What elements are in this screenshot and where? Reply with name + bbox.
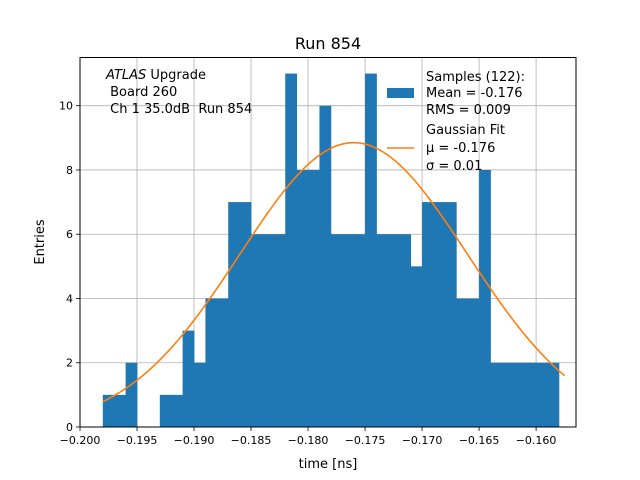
histogram-bar (422, 202, 434, 427)
histogram-bar (308, 169, 320, 427)
x-tick-label: −0.180 (288, 434, 329, 447)
histogram-bar (216, 298, 229, 427)
histogram-bar (114, 394, 127, 427)
annotation-line-1: ATLAS Upgrade (105, 68, 206, 83)
histogram-bar (262, 234, 275, 427)
legend-samples-line-2: Mean = -0.176 (426, 86, 522, 101)
legend-samples-line-1: Samples (122): (426, 70, 525, 85)
histogram-bar (467, 298, 480, 427)
histogram-bar (433, 202, 446, 427)
upgrade-label: Upgrade (146, 68, 206, 83)
y-tick-label: 8 (66, 164, 73, 177)
histogram-bar (125, 362, 138, 427)
histogram-bar (273, 234, 286, 427)
histogram-bar (285, 73, 298, 427)
histogram-bar (239, 202, 252, 427)
histogram-bar (102, 394, 115, 427)
histogram-bar (330, 234, 343, 427)
annotation-text: ATLAS Upgrade Board 260 Ch 1 35.0dB Run … (105, 68, 252, 117)
x-tick-label: −0.190 (174, 434, 215, 447)
plot-frame (79, 57, 577, 428)
legend-fit-line-3: σ = 0.01 (426, 159, 482, 174)
histogram-bar (456, 298, 469, 427)
y-tick-label: 2 (66, 357, 73, 370)
histogram-bar (479, 169, 491, 427)
histogram-bar (399, 234, 412, 427)
y-tick-label: 10 (59, 100, 73, 113)
legend-samples-line-3: RMS = 0.009 (426, 103, 511, 118)
y-tick-label: 6 (66, 228, 73, 241)
histogram-bar (296, 169, 309, 427)
histogram-bar (536, 362, 548, 427)
x-tick-label: −0.170 (402, 434, 443, 447)
histogram-bar (444, 202, 457, 427)
histogram-bar (205, 298, 218, 427)
legend-fit-line-1: Gaussian Fit (426, 123, 505, 138)
histogram-bar (547, 362, 560, 427)
histogram-bar (376, 234, 389, 427)
chart-title: Run 854 (295, 34, 361, 53)
x-tick-label: −0.200 (60, 434, 101, 447)
histogram-bar (501, 362, 514, 427)
histogram-bar (228, 202, 241, 427)
annotation-line-2: Board 260 (106, 85, 177, 100)
histogram-bars (102, 73, 560, 428)
histogram-bar (513, 362, 526, 427)
histogram-bar (365, 73, 377, 427)
legend-samples-swatch (387, 88, 414, 98)
histogram-bar (194, 362, 206, 427)
x-tick-label: −0.195 (117, 434, 158, 447)
x-tick-label: −0.160 (516, 434, 557, 447)
histogram-bar (410, 266, 423, 427)
y-tick-label: 4 (66, 292, 73, 305)
gaussian-fit-curve (102, 141, 566, 403)
x-tick-label: −0.185 (231, 434, 272, 447)
histogram-bar (171, 394, 184, 427)
histogram-bar (251, 234, 263, 427)
x-tick-label: −0.175 (345, 434, 386, 447)
histogram-bar (387, 234, 400, 427)
histogram-bar (182, 330, 195, 427)
y-axis-label: Entries (33, 219, 48, 265)
histogram-bar (524, 362, 537, 427)
atlas-label: ATLAS (105, 68, 146, 83)
fit-layer (102, 141, 566, 403)
legend-fit-line-2: μ = -0.176 (426, 141, 495, 156)
x-tick-label: −0.165 (459, 434, 500, 447)
y-tick-label: 0 (66, 421, 73, 434)
axis-ticks: −0.200 −0.195 −0.190 −0.185 −0.180 −0.175 −0.1… (59, 100, 556, 447)
histogram-bar (490, 362, 503, 427)
legend: Samples (122): Mean = -0.176 RMS = 0.009… (387, 70, 525, 174)
annotation-line-3: Ch 1 35.0dB Run 854 (106, 102, 252, 117)
histogram-bar (159, 394, 172, 427)
histogram-bar (342, 234, 355, 427)
x-axis-label: time [ns] (299, 457, 358, 472)
histogram-bar (353, 234, 366, 427)
histogram-bar (319, 105, 332, 428)
